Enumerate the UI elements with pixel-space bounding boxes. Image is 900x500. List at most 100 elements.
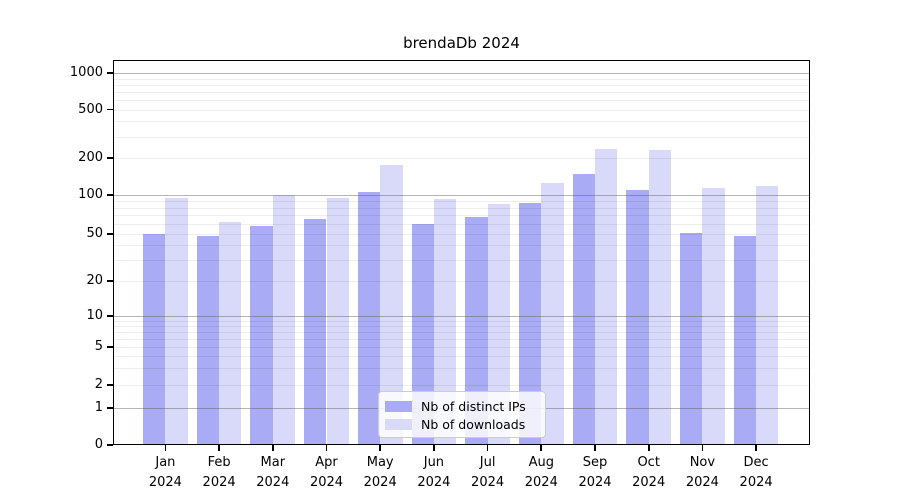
minor-gridline-9 bbox=[113, 320, 810, 322]
y-tick-mark-10 bbox=[107, 315, 113, 317]
minor-gridline-4 bbox=[113, 356, 810, 358]
legend-label: Nb of downloads bbox=[421, 416, 526, 432]
x-tick-mark-jan bbox=[164, 445, 167, 451]
y-tick-mark-200 bbox=[107, 157, 113, 160]
major-gridline-10 bbox=[113, 316, 810, 317]
y-tick-label-20: 20 bbox=[86, 273, 103, 288]
y-tick-label-5: 5 bbox=[94, 339, 103, 354]
bar-distinct-ips-sep bbox=[572, 173, 595, 445]
x-tick-label-nov: Nov 2024 bbox=[685, 455, 719, 490]
minor-gridline-800 bbox=[113, 84, 810, 86]
x-tick-label-dec: Dec 2024 bbox=[739, 455, 773, 490]
x-tick-label-feb: Feb 2024 bbox=[202, 455, 236, 490]
minor-gridline-2 bbox=[113, 385, 810, 386]
legend: Nb of distinct IPs Nb of downloads bbox=[378, 391, 546, 438]
x-tick-mark-dec bbox=[755, 445, 757, 451]
y-tick-label-50: 50 bbox=[86, 226, 103, 241]
plot-area-border bbox=[113, 60, 810, 445]
x-tick-label-sep: Sep 2024 bbox=[578, 455, 612, 490]
bar-distinct-ips-dec bbox=[733, 236, 757, 445]
x-tick-mark-apr bbox=[325, 445, 328, 451]
bar-downloads-jan bbox=[165, 198, 188, 445]
major-gridline-100 bbox=[113, 195, 810, 197]
chart-title: brendaDb 2024 bbox=[403, 34, 520, 52]
y-tick-mark-50 bbox=[107, 233, 113, 235]
minor-gridline-5 bbox=[113, 347, 810, 348]
x-tick-mark-mar bbox=[271, 445, 274, 451]
x-tick-label-oct: Oct 2024 bbox=[632, 455, 666, 490]
minor-gridline-70 bbox=[113, 215, 810, 217]
bar-downloads-may bbox=[380, 164, 403, 445]
minor-gridline-80 bbox=[113, 207, 810, 209]
bar-distinct-ips-nov bbox=[680, 232, 703, 445]
y-tick-label-1000: 1000 bbox=[69, 65, 103, 80]
x-tick-mark-oct bbox=[647, 445, 650, 451]
y-tick-label-2: 2 bbox=[94, 377, 103, 392]
minor-gridline-900 bbox=[113, 78, 810, 80]
bar-downloads-jul bbox=[487, 203, 510, 445]
y-tick-label-0: 0 bbox=[94, 437, 103, 452]
bar-distinct-ips-feb bbox=[196, 236, 220, 445]
x-tick-label-jan: Jan 2024 bbox=[148, 455, 182, 490]
y-tick-label-1: 1 bbox=[94, 400, 103, 415]
y-tick-mark-500 bbox=[107, 108, 113, 111]
bar-downloads-aug bbox=[541, 182, 564, 445]
y-tick-label-10: 10 bbox=[86, 308, 103, 323]
minor-gridline-200 bbox=[113, 158, 810, 160]
minor-gridline-50 bbox=[113, 234, 810, 235]
x-tick-mark-sep bbox=[594, 445, 596, 451]
y-tick-mark-0 bbox=[107, 444, 113, 446]
minor-gridline-7 bbox=[113, 331, 810, 333]
bar-downloads-feb bbox=[219, 221, 242, 445]
legend-swatch-icon bbox=[385, 400, 412, 412]
x-tick-label-apr: Apr 2024 bbox=[309, 455, 344, 490]
x-tick-mark-aug bbox=[540, 445, 543, 451]
minor-gridline-500 bbox=[113, 109, 810, 111]
legend-swatch-icon bbox=[385, 418, 412, 430]
x-tick-label-jun: Jun 2024 bbox=[417, 455, 451, 490]
minor-gridline-90 bbox=[113, 201, 810, 203]
y-tick-mark-5 bbox=[107, 346, 113, 348]
bar-distinct-ips-jan bbox=[143, 234, 166, 445]
bar-distinct-ips-may bbox=[357, 192, 381, 445]
minor-gridline-30 bbox=[113, 260, 810, 262]
x-tick-mark-jul bbox=[486, 445, 489, 451]
legend-row-distinct-ips: Nb of distinct IPs bbox=[385, 397, 537, 415]
minor-gridline-8 bbox=[113, 325, 810, 327]
bar-downloads-dec bbox=[756, 186, 779, 445]
y-tick-mark-20 bbox=[107, 280, 113, 282]
y-tick-mark-1000 bbox=[107, 72, 113, 74]
x-tick-mark-jun bbox=[433, 445, 435, 451]
bar-distinct-ips-jun bbox=[411, 223, 434, 445]
y-tick-label-200: 200 bbox=[78, 150, 103, 166]
y-tick-mark-1 bbox=[107, 407, 113, 409]
legend-label: Nb of distinct IPs bbox=[421, 398, 526, 414]
minor-gridline-300 bbox=[113, 136, 810, 138]
x-tick-mark-may bbox=[379, 445, 382, 451]
x-tick-label-jul: Jul 2024 bbox=[471, 455, 505, 490]
bar-distinct-ips-mar bbox=[250, 225, 273, 445]
minor-gridline-700 bbox=[113, 91, 810, 93]
x-tick-label-may: May 2024 bbox=[363, 455, 397, 490]
legend-row-downloads: Nb of downloads bbox=[385, 415, 537, 433]
bar-distinct-ips-apr bbox=[304, 219, 327, 445]
x-tick-label-mar: Mar 2024 bbox=[256, 455, 290, 490]
minor-gridline-400 bbox=[113, 121, 810, 123]
bar-distinct-ips-oct bbox=[626, 190, 649, 445]
bar-downloads-apr bbox=[326, 198, 349, 445]
y-tick-label-500: 500 bbox=[78, 101, 103, 117]
bar-downloads-nov bbox=[702, 187, 725, 445]
bar-distinct-ips-jul bbox=[465, 216, 488, 445]
major-gridline-1000 bbox=[113, 73, 810, 74]
x-tick-mark-feb bbox=[218, 445, 220, 451]
bar-downloads-jun bbox=[433, 199, 457, 445]
bar-downloads-sep bbox=[595, 149, 618, 445]
bar-downloads-oct bbox=[648, 150, 672, 445]
minor-gridline-3 bbox=[113, 368, 810, 370]
minor-gridline-600 bbox=[113, 99, 810, 101]
bar-downloads-mar bbox=[272, 195, 296, 445]
